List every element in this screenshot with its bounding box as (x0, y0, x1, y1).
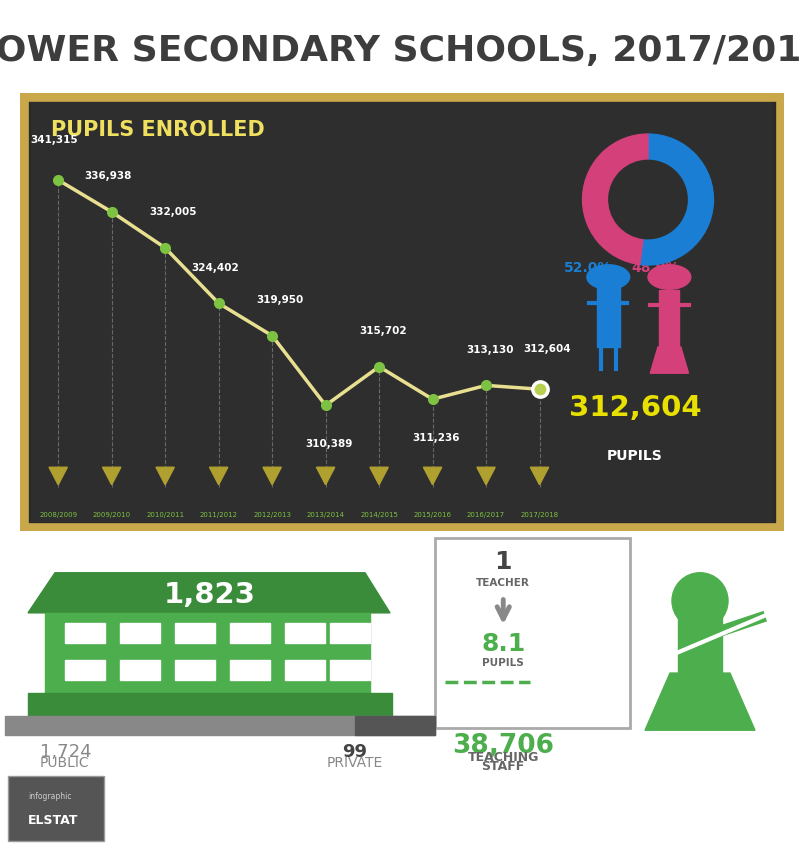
Text: Source: Hellenic Statistical Authority  /  31 October 2019: Source: Hellenic Statistical Authority /… (169, 802, 503, 815)
Text: 52.0%: 52.0% (564, 261, 612, 275)
Text: 341,315: 341,315 (30, 135, 78, 145)
FancyBboxPatch shape (659, 290, 679, 347)
Polygon shape (102, 467, 121, 485)
Text: PUBLIC: PUBLIC (40, 756, 90, 770)
FancyBboxPatch shape (175, 660, 215, 680)
FancyBboxPatch shape (65, 623, 105, 643)
Text: 2013/2014: 2013/2014 (306, 511, 345, 518)
Text: 336,938: 336,938 (84, 171, 131, 182)
Text: 312,604: 312,604 (523, 344, 571, 354)
FancyBboxPatch shape (120, 623, 160, 643)
Text: 2009/2010: 2009/2010 (93, 511, 130, 518)
Polygon shape (650, 347, 689, 374)
FancyBboxPatch shape (330, 623, 370, 643)
Polygon shape (263, 467, 282, 485)
Polygon shape (477, 467, 495, 485)
Text: 313,130: 313,130 (466, 345, 514, 355)
Wedge shape (582, 134, 648, 264)
Text: 2008/2009: 2008/2009 (39, 511, 78, 518)
Text: 2011/2012: 2011/2012 (200, 511, 238, 518)
Text: 38,706: 38,706 (452, 734, 554, 759)
Text: #GreekDataMatter: #GreekDataMatter (622, 801, 770, 816)
FancyBboxPatch shape (28, 693, 392, 717)
FancyBboxPatch shape (230, 660, 270, 680)
FancyBboxPatch shape (5, 717, 435, 735)
FancyBboxPatch shape (285, 660, 325, 680)
FancyBboxPatch shape (230, 623, 270, 643)
Text: 311,236: 311,236 (413, 433, 460, 443)
Text: 1,724: 1,724 (40, 743, 92, 762)
Text: 8.1: 8.1 (481, 633, 526, 656)
FancyBboxPatch shape (355, 717, 435, 735)
Text: TEACHER: TEACHER (476, 578, 530, 588)
Text: 2015/2016: 2015/2016 (414, 511, 451, 518)
Circle shape (648, 265, 690, 290)
Text: 48.0%: 48.0% (631, 261, 679, 275)
Text: ELSTAT: ELSTAT (28, 814, 78, 827)
FancyBboxPatch shape (285, 623, 325, 643)
Text: TEACHING: TEACHING (467, 751, 539, 764)
FancyBboxPatch shape (20, 93, 784, 531)
Polygon shape (530, 467, 549, 485)
FancyBboxPatch shape (175, 623, 215, 643)
Polygon shape (423, 467, 442, 485)
FancyBboxPatch shape (435, 537, 630, 728)
Polygon shape (49, 467, 67, 485)
Text: PRIVATE: PRIVATE (327, 756, 383, 770)
Polygon shape (156, 467, 174, 485)
Polygon shape (210, 467, 228, 485)
Text: STAFF: STAFF (482, 760, 525, 773)
Circle shape (587, 265, 630, 290)
Text: 99: 99 (342, 743, 367, 762)
Text: PUPILS: PUPILS (607, 449, 663, 464)
Text: 2016/2017: 2016/2017 (467, 511, 505, 518)
FancyBboxPatch shape (65, 660, 105, 680)
Polygon shape (317, 467, 334, 485)
Polygon shape (645, 673, 755, 730)
Text: infographic: infographic (28, 792, 71, 801)
Text: LOWER SECONDARY SCHOOLS, 2017/2018: LOWER SECONDARY SCHOOLS, 2017/2018 (0, 34, 800, 68)
Text: 312,604: 312,604 (569, 394, 702, 422)
Circle shape (672, 573, 728, 629)
FancyBboxPatch shape (330, 660, 370, 680)
FancyBboxPatch shape (120, 660, 160, 680)
Wedge shape (640, 134, 714, 265)
Text: 310,389: 310,389 (306, 439, 353, 449)
Text: PUPILS ENROLLED: PUPILS ENROLLED (50, 120, 264, 139)
Text: 2010/2011: 2010/2011 (146, 511, 184, 518)
Text: 315,702: 315,702 (359, 326, 406, 336)
Text: 1,823: 1,823 (164, 581, 256, 609)
FancyBboxPatch shape (8, 776, 104, 841)
Text: 2017/2018: 2017/2018 (521, 511, 558, 518)
Polygon shape (370, 467, 388, 485)
Text: 1: 1 (494, 550, 512, 575)
Text: 2012/2013: 2012/2013 (253, 511, 291, 518)
Text: 324,402: 324,402 (191, 262, 238, 273)
FancyBboxPatch shape (45, 613, 370, 693)
FancyBboxPatch shape (31, 102, 773, 522)
Text: 332,005: 332,005 (149, 207, 197, 217)
Text: 319,950: 319,950 (256, 295, 303, 305)
Text: 2014/2015: 2014/2015 (360, 511, 398, 518)
FancyBboxPatch shape (597, 286, 620, 347)
FancyBboxPatch shape (678, 608, 722, 673)
Polygon shape (28, 573, 390, 613)
Text: PUPILS: PUPILS (482, 659, 524, 668)
